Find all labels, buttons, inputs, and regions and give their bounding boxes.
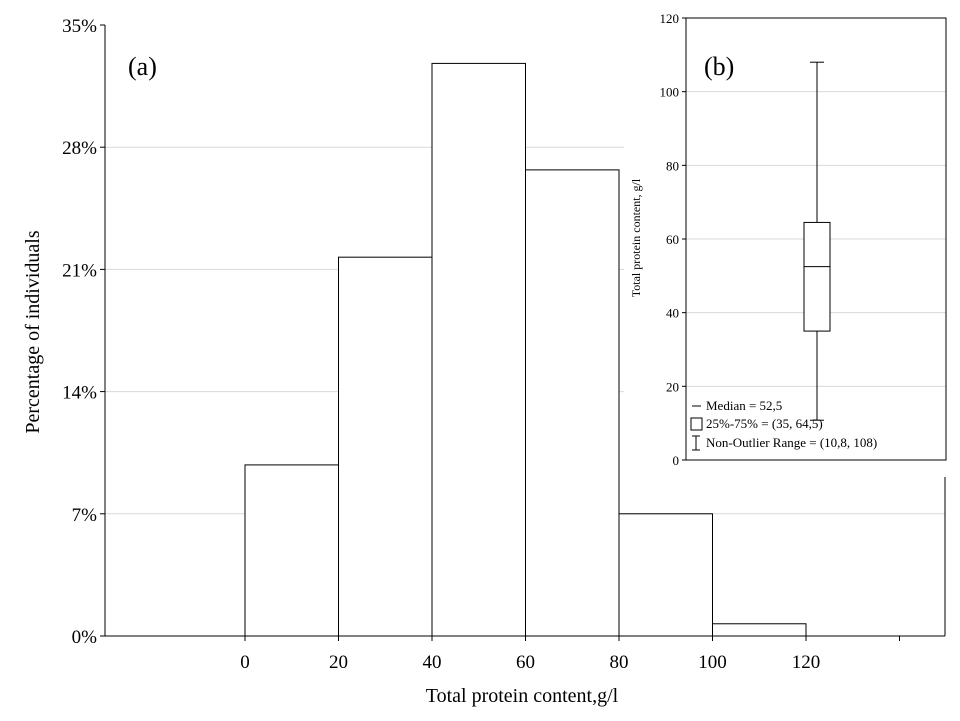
y-tick-label: 21% [62, 260, 97, 281]
histogram-x-ticks: 0 20 40 60 80 100 120 [240, 636, 900, 673]
x-tick-label: 60 [516, 652, 535, 673]
inset-y-tick-label: 20 [666, 379, 679, 394]
x-tick-label: 40 [423, 652, 442, 673]
histogram-chart: 0% 7% 14% 21% 28% 35% 0 20 40 60 80 100 120 (a) Tot… [22, 16, 946, 707]
y-tick-label: 28% [62, 138, 97, 159]
boxplot-y-ticks: 0 20 40 60 80 100 120 [660, 11, 686, 468]
histogram-bar [244, 464, 339, 637]
histogram-bar [618, 513, 713, 637]
inset-y-tick-label: 40 [666, 306, 679, 321]
x-tick-label: 100 [698, 652, 727, 673]
y-axis-title: Percentage of individuals [22, 230, 44, 433]
panel-label-b: (b) [704, 52, 734, 81]
histogram-bar [525, 169, 620, 637]
y-tick-label: 35% [62, 16, 97, 37]
x-tick-label: 0 [240, 652, 250, 673]
inset-y-tick-label: 0 [673, 453, 680, 468]
x-tick-label: 80 [610, 652, 629, 673]
histogram-y-ticks: 0% 7% 14% 21% 28% 35% [62, 16, 105, 648]
legend-item-box: 25%-75% = (35, 64,5) [690, 416, 823, 431]
legend-item-line: Median = 52,5 [692, 398, 782, 413]
inset-y-tick-label: 100 [660, 85, 680, 100]
legend-label: 25%-75% = (35, 64,5) [706, 416, 823, 431]
legend-item-whisker: Non-Outlier Range = (10,8, 108) [692, 435, 877, 451]
boxplot-inset: 0 20 40 60 80 100 120 (b) Total protein conten… [624, 0, 960, 477]
legend-label: Median = 52,5 [706, 398, 782, 413]
inset-y-tick-label: 80 [666, 158, 679, 173]
boxplot-box [803, 61, 831, 421]
legend-box-symbol [690, 417, 703, 431]
boxplot-legend: Median = 52,5 25%-75% = (35, 64,5) Non-Out… [690, 398, 877, 451]
histogram-bar [338, 256, 433, 637]
inset-y-tick-label: 120 [660, 11, 680, 26]
y-tick-label: 0% [72, 627, 98, 648]
histogram-bar [431, 62, 526, 637]
panel-label-a: (a) [128, 52, 157, 81]
x-axis-title: Total protein content,g/l [426, 685, 619, 707]
y-tick-label: 14% [62, 383, 97, 404]
histogram-bar [712, 623, 807, 637]
y-tick-label: 7% [72, 505, 98, 526]
x-tick-label: 120 [792, 652, 821, 673]
inset-y-tick-label: 60 [666, 232, 679, 247]
legend-label: Non-Outlier Range = (10,8, 108) [706, 435, 877, 450]
histogram-bars [244, 62, 807, 637]
interquartile-box [803, 221, 831, 332]
x-tick-label: 20 [329, 652, 348, 673]
inset-y-axis-title: Total protein content, g/l [629, 178, 643, 297]
